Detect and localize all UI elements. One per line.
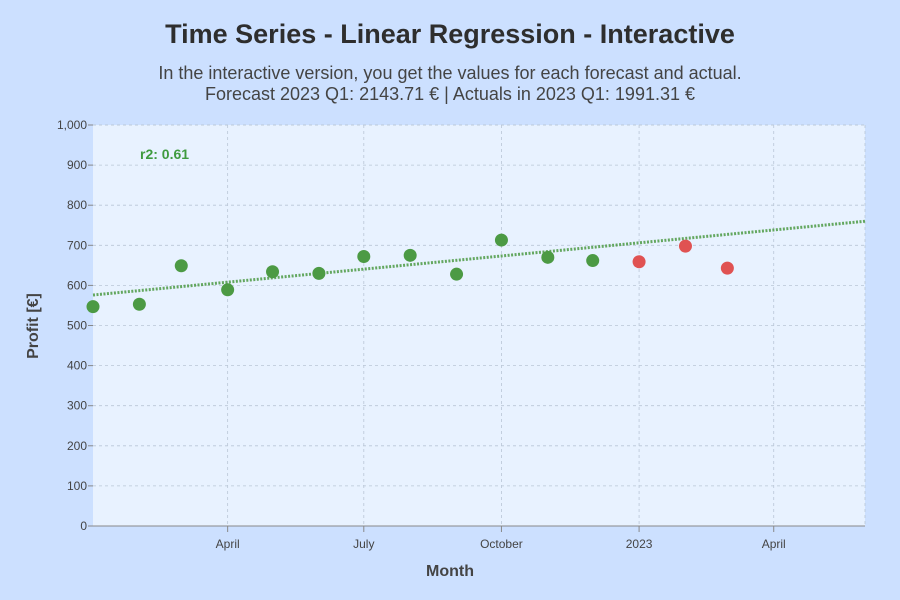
actual-data-point[interactable] bbox=[586, 254, 600, 268]
x-tick-label: April bbox=[762, 537, 786, 551]
x-tick-label: July bbox=[353, 537, 374, 551]
actual-data-point[interactable] bbox=[541, 250, 555, 264]
y-axis-label: Profit [€] bbox=[25, 293, 42, 359]
actual-data-point[interactable] bbox=[312, 266, 326, 280]
actual-data-point[interactable] bbox=[403, 248, 417, 262]
actual-data-point[interactable] bbox=[357, 250, 371, 264]
y-tick-label: 500 bbox=[67, 319, 87, 333]
x-tick-label: 2023 bbox=[626, 537, 653, 551]
y-tick-label: 1,000 bbox=[57, 118, 87, 132]
subtitle-line-1: In the interactive version, you get the … bbox=[158, 63, 742, 83]
y-tick-label: 100 bbox=[67, 479, 87, 493]
y-tick-labels: 0 100 200 300 400 500 600 700 800 900 1,000 bbox=[57, 118, 87, 533]
y-tick-label: 0 bbox=[80, 519, 87, 533]
chart-subtitle: In the interactive version, you get the … bbox=[0, 63, 900, 105]
actual-data-point[interactable] bbox=[86, 300, 100, 314]
actual-data-point[interactable] bbox=[132, 297, 146, 311]
y-tick-label: 600 bbox=[67, 278, 87, 292]
actual-data-point[interactable] bbox=[450, 267, 464, 281]
actual-data-point[interactable] bbox=[494, 233, 508, 247]
x-axis-label: Month bbox=[426, 563, 474, 580]
actual-data-point[interactable] bbox=[266, 265, 280, 279]
forecast-data-point[interactable] bbox=[632, 255, 646, 269]
actual-data-point[interactable] bbox=[174, 259, 188, 273]
data-points[interactable] bbox=[86, 233, 734, 314]
x-tick-labels: April July October 2023 April bbox=[216, 537, 786, 551]
x-tick-label: October bbox=[480, 537, 523, 551]
y-tick-label: 400 bbox=[67, 359, 87, 373]
x-tick-label: April bbox=[216, 537, 240, 551]
y-tick-label: 900 bbox=[67, 158, 87, 172]
y-tick-label: 200 bbox=[67, 439, 87, 453]
y-tick-label: 800 bbox=[67, 198, 87, 212]
y-tick-label: 700 bbox=[67, 238, 87, 252]
actual-data-point[interactable] bbox=[221, 283, 235, 297]
forecast-data-point[interactable] bbox=[720, 261, 734, 275]
forecast-data-point[interactable] bbox=[678, 239, 692, 253]
r2-annotation: r2: 0.61 bbox=[140, 146, 189, 162]
chart-title: Time Series - Linear Regression - Intera… bbox=[165, 19, 735, 49]
y-tick-label: 300 bbox=[67, 399, 87, 413]
subtitle-line-2: Forecast 2023 Q1: 2143.71 € | Actuals in… bbox=[204, 84, 696, 104]
